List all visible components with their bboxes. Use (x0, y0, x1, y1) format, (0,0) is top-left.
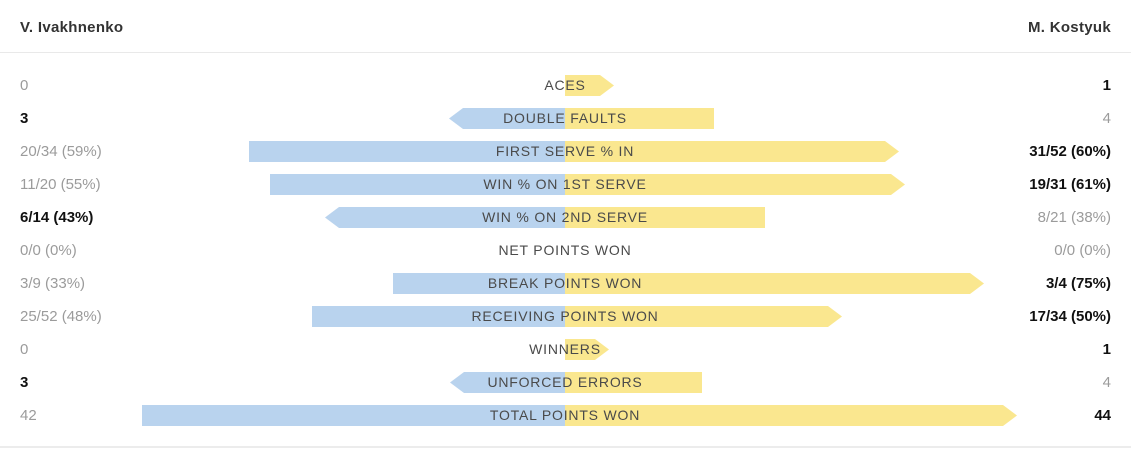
left-player-value: 42 (20, 407, 37, 424)
stat-label: NET POINTS WON (498, 242, 632, 258)
left-player-bar (142, 405, 565, 426)
stat-row: 11/20 (55%) WIN % ON 1ST SERVE 19/31 (61… (0, 168, 1131, 201)
right-player-bar (565, 108, 714, 129)
stat-row: 0 WINNERS 1 (0, 333, 1131, 366)
left-player-value: 20/34 (59%) (20, 143, 102, 160)
right-player-value: 3/4 (75%) (1045, 275, 1111, 292)
header-divider (0, 52, 1131, 53)
left-player-value: 3/9 (33%) (20, 275, 86, 292)
stat-row: 25/52 (48%) RECEIVING POINTS WON 17/34 (… (0, 300, 1131, 333)
right-player-value: 1 (1102, 341, 1111, 358)
stat-row: 0 ACES 1 (0, 69, 1131, 102)
right-player-value: 0/0 (0%) (1054, 242, 1111, 259)
stat-row: 42 TOTAL POINTS WON 44 (0, 399, 1131, 432)
left-player-bar (325, 207, 565, 228)
stat-row: 3/9 (33%) BREAK POINTS WON 3/4 (75%) (0, 267, 1131, 300)
right-player-bar (565, 75, 614, 96)
stat-label: WINNERS (529, 341, 601, 357)
player-right-name: M. Kostyuk (1027, 18, 1111, 36)
stat-label: DOUBLE FAULTS (503, 110, 627, 126)
left-player-value: 6/14 (43%) (20, 209, 94, 226)
right-player-bar (565, 207, 765, 228)
right-player-value: 19/31 (61%) (1029, 176, 1111, 193)
left-player-value: 3 (20, 374, 29, 391)
left-player-value: 11/20 (55%) (20, 176, 101, 193)
right-player-value: 8/21 (38%) (1037, 209, 1111, 226)
stat-row: 0/0 (0%) NET POINTS WON 0/0 (0%) (0, 234, 1131, 267)
stat-row: 20/34 (59%) FIRST SERVE % IN 31/52 (60%) (0, 135, 1131, 168)
left-player-bar (249, 141, 565, 162)
right-player-value: 4 (1102, 110, 1111, 127)
left-player-value: 0/0 (0%) (20, 242, 77, 259)
right-player-bar (565, 273, 984, 294)
left-player-value: 3 (20, 110, 29, 127)
left-player-value: 25/52 (48%) (20, 308, 102, 325)
stat-label: WIN % ON 2ND SERVE (482, 209, 648, 225)
right-player-bar (565, 306, 842, 327)
right-player-bar (565, 339, 609, 360)
right-player-value: 17/34 (50%) (1029, 308, 1111, 325)
stat-label: RECEIVING POINTS WON (471, 308, 659, 324)
left-player-bar (270, 174, 565, 195)
right-player-value: 1 (1102, 77, 1111, 94)
player-left-name: V. Ivakhnenko (20, 18, 124, 36)
right-player-bar (565, 372, 702, 393)
left-player-bar (449, 108, 565, 129)
stat-label: UNFORCED ERRORS (487, 374, 643, 390)
stat-row: 3 UNFORCED ERRORS 4 (0, 366, 1131, 399)
left-player-bar (393, 273, 565, 294)
stat-row: 6/14 (43%) WIN % ON 2ND SERVE 8/21 (38%) (0, 201, 1131, 234)
left-player-bar (312, 306, 565, 327)
stat-row: 3 DOUBLE FAULTS 4 (0, 102, 1131, 135)
right-player-bar (565, 141, 899, 162)
stat-label: TOTAL POINTS WON (489, 407, 641, 423)
stats-list: 0 ACES 1 3 DOUBLE FAULTS 4 20/34 (59%) F… (0, 69, 1131, 432)
stat-label: BREAK POINTS WON (487, 275, 643, 291)
right-player-bar (565, 405, 1017, 426)
right-player-bar (565, 174, 905, 195)
stat-label: FIRST SERVE % IN (495, 143, 635, 159)
left-player-value: 0 (20, 341, 29, 358)
stats-header: V. Ivakhnenko M. Kostyuk (0, 0, 1131, 40)
bottom-divider (0, 446, 1131, 448)
stat-label: ACES (544, 77, 586, 93)
right-player-value: 44 (1094, 407, 1111, 424)
stat-label: WIN % ON 1ST SERVE (483, 176, 647, 192)
left-player-bar (450, 372, 565, 393)
right-player-value: 4 (1102, 374, 1111, 391)
right-player-value: 31/52 (60%) (1029, 143, 1111, 160)
left-player-value: 0 (20, 77, 29, 94)
